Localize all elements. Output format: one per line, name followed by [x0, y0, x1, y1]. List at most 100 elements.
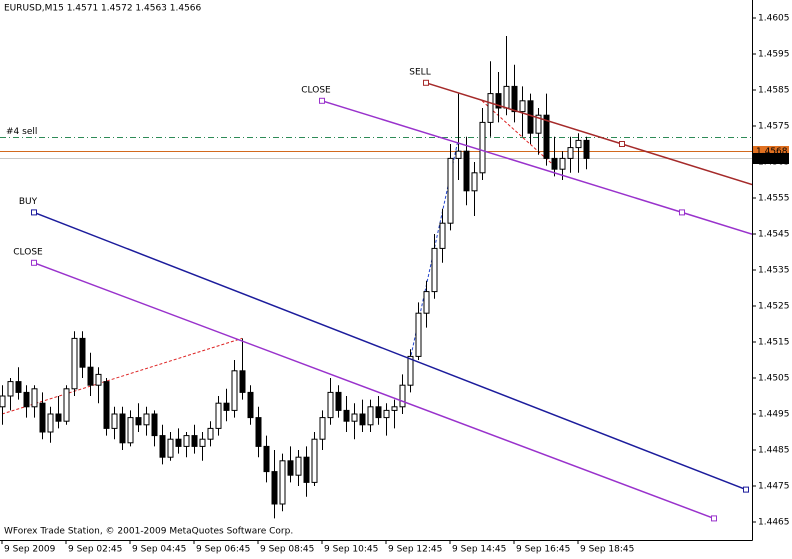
price-label: 1.4568: [756, 147, 788, 157]
candle-body: [343, 409, 350, 422]
candle-body: [15, 381, 22, 393]
candle-body: [463, 150, 470, 192]
candle-body: [71, 337, 78, 390]
trend-line: [321, 100, 683, 214]
candle-body: [183, 435, 190, 447]
candle-body: [519, 100, 526, 113]
candle-body: [119, 413, 126, 444]
footer: WForex Trade Station, © 2001-2009 MetaQu…: [4, 527, 293, 537]
candle-body: [151, 413, 158, 437]
x-tick-label: 9 Sep 04:45: [132, 545, 186, 555]
candle-body: [583, 139, 590, 159]
candle-body: [351, 413, 358, 422]
candle-body: [247, 391, 254, 419]
anchor-point: [711, 515, 717, 522]
candle-body: [559, 157, 566, 170]
line-label: SELL: [409, 67, 430, 77]
line-label: CLOSE: [13, 247, 43, 257]
candle-body: [383, 409, 390, 419]
anchor-point: [31, 259, 37, 266]
candle-body: [159, 435, 166, 458]
y-tick-label: 1.4575: [758, 122, 790, 132]
anchor-point: [423, 79, 429, 86]
candle-body: [391, 406, 398, 411]
x-tick-label: 9 Sep 2009: [4, 545, 56, 555]
anchor-point: [679, 209, 685, 216]
candle-body: [111, 413, 118, 429]
x-tick-label: 9 Sep 06:45: [196, 545, 250, 555]
candle-body: [231, 370, 238, 411]
candle-body: [327, 391, 334, 419]
candle-body: [39, 402, 46, 433]
candle-body: [87, 366, 94, 386]
candle-body: [95, 373, 102, 386]
y-tick-label: 1.4595: [758, 50, 790, 60]
trend-line: [33, 211, 747, 491]
ray-extension: [681, 211, 752, 235]
candle-body: [7, 381, 14, 397]
zigzag-line: [481, 100, 555, 166]
candle-body: [295, 456, 302, 476]
x-tick-label: 9 Sep 18:45: [580, 545, 634, 555]
candle-body: [279, 460, 286, 505]
candle-body: [503, 85, 510, 109]
candle-body: [551, 157, 558, 170]
y-tick-label: 1.4605: [758, 14, 790, 24]
candle-body: [359, 413, 366, 426]
candle-body: [455, 150, 462, 159]
y-tick-label: 1.4535: [758, 266, 790, 276]
anchor-point: [619, 141, 625, 147]
candle-body: [431, 247, 438, 293]
candle-body: [23, 391, 30, 408]
candle-body: [287, 460, 294, 476]
candle-body: [55, 413, 62, 422]
candle-body: [511, 85, 518, 113]
x-tick-label: 9 Sep 12:45: [388, 545, 442, 555]
candle-body: [31, 388, 38, 408]
candle-body: [319, 417, 326, 440]
y-tick-label: 1.4585: [758, 86, 790, 96]
x-tick-label: 9 Sep 02:45: [68, 545, 122, 555]
line-label: BUY: [19, 197, 38, 207]
candle-body: [207, 427, 214, 440]
line-label: CLOSE: [301, 85, 331, 95]
candle-body: [239, 370, 246, 393]
price-label-box: [753, 153, 789, 164]
x-tick-label: 9 Sep 08:45: [260, 545, 314, 555]
anchor-point: [743, 486, 749, 493]
candle-body: [543, 114, 550, 159]
candle-body: [487, 93, 494, 123]
candle-body: [63, 388, 70, 422]
trend-line: [33, 262, 715, 520]
candle-body: [479, 121, 486, 174]
candle-body: [495, 93, 502, 109]
trend-line: [425, 82, 623, 145]
candle-body: [527, 100, 534, 134]
y-tick-label: 1.4515: [758, 338, 790, 348]
candle-body: [423, 291, 430, 314]
candle-body: [127, 417, 134, 444]
ray-extension: [621, 143, 752, 186]
candle-body: [191, 435, 198, 447]
candle-body: [399, 384, 406, 408]
candle-body: [407, 355, 414, 386]
y-tick-label: 1.4555: [758, 194, 790, 204]
candle-body: [255, 417, 262, 447]
x-tick-label: 9 Sep 14:45: [452, 545, 506, 555]
candle-body: [311, 438, 318, 483]
y-tick-label: 1.4505: [758, 374, 790, 384]
candle-body: [223, 402, 230, 411]
candle-body: [167, 438, 174, 458]
candle-body: [79, 337, 86, 368]
anchor-point: [319, 97, 325, 104]
y-tick-label: 1.4465: [758, 518, 790, 528]
price-label-box: [753, 146, 789, 157]
candle-body: [439, 222, 446, 249]
candle-body: [375, 406, 382, 419]
candle-body: [47, 413, 54, 433]
candle-body: [271, 471, 278, 505]
candle-body: [415, 312, 422, 357]
candle-body: [103, 381, 110, 429]
candle-body: [535, 114, 542, 134]
